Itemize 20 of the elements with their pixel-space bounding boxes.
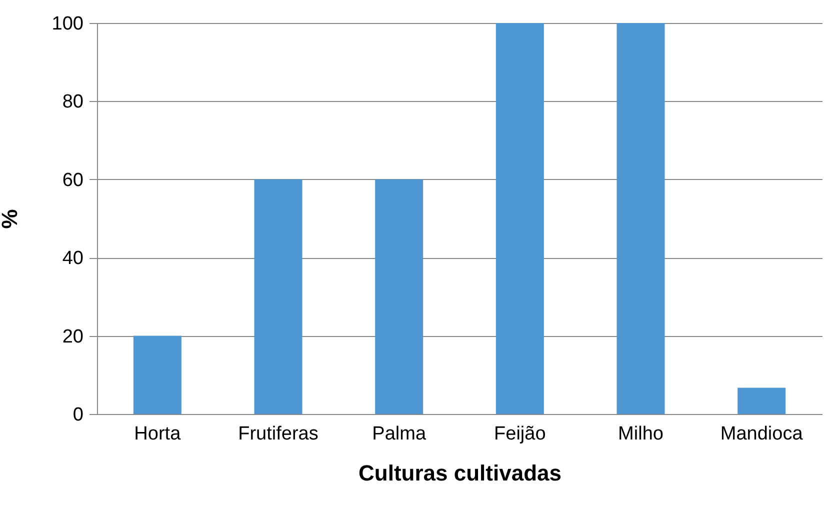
y-tick-label: 60 bbox=[62, 170, 84, 191]
bar bbox=[738, 388, 786, 414]
bar bbox=[496, 23, 544, 414]
x-axis-title: Culturas cultivadas bbox=[358, 460, 562, 486]
y-tick-label: 80 bbox=[62, 92, 84, 113]
y-tick-label: 20 bbox=[62, 326, 84, 348]
bar bbox=[616, 23, 665, 414]
x-tick-label: Milho bbox=[618, 424, 664, 444]
x-tick-label: Frutiferas bbox=[238, 424, 318, 444]
y-tick-label: 0 bbox=[72, 404, 84, 426]
x-tick-label: Palma bbox=[372, 424, 426, 444]
x-tick-label: Mandioca bbox=[720, 424, 804, 444]
y-tick-label: 40 bbox=[62, 248, 84, 270]
y-axis-title: % bbox=[0, 209, 22, 229]
bar bbox=[133, 336, 182, 414]
y-tick-label: 100 bbox=[52, 14, 84, 34]
x-tick-label: Horta bbox=[134, 424, 182, 444]
bar bbox=[375, 179, 424, 414]
x-tick-label: Feijão bbox=[494, 424, 546, 444]
bar bbox=[254, 179, 302, 414]
